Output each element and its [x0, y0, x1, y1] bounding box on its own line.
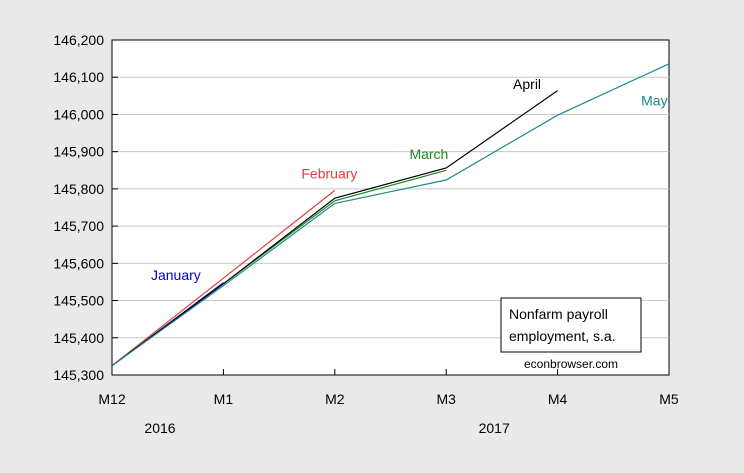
y-tick-label: 145,800 — [53, 181, 104, 197]
series-label-march: March — [409, 146, 448, 162]
x-tick-label: M1 — [214, 391, 234, 407]
y-tick-label: 146,200 — [53, 32, 104, 48]
y-tick-label: 145,300 — [53, 367, 104, 383]
y-tick-label: 146,100 — [53, 69, 104, 85]
x-year-label: 2017 — [479, 420, 510, 436]
y-tick-label: 145,500 — [53, 293, 104, 309]
y-tick-label: 145,600 — [53, 255, 104, 271]
y-tick-label: 146,000 — [53, 106, 104, 122]
y-tick-label: 145,700 — [53, 218, 104, 234]
x-tick-label: M12 — [98, 391, 125, 407]
x-year-label: 2016 — [144, 420, 175, 436]
series-line-february — [111, 189, 336, 367]
series-line-may — [111, 63, 670, 367]
x-tick-label: M4 — [548, 391, 568, 407]
x-tick-label: M5 — [659, 391, 679, 407]
series-label-january: January — [151, 267, 201, 283]
series-label-may: May — [641, 93, 667, 109]
legend-line-1: Nonfarm payroll — [509, 306, 608, 322]
series-label-february: February — [301, 165, 357, 181]
axis-layer: 145,300 145,400 145,500 145,600 145,700 145,8… — [53, 32, 679, 436]
legend-box: Nonfarm payroll employment, s.a. — [500, 297, 642, 353]
footer-note: econbrowser.com — [524, 357, 618, 371]
series-layer: January February March April May — [111, 63, 670, 367]
x-tick-label: M3 — [436, 391, 456, 407]
x-tick-label: M2 — [325, 391, 345, 407]
y-tick-label: 145,900 — [53, 144, 104, 160]
y-tick-label: 145,400 — [53, 330, 104, 346]
series-label-april: April — [513, 76, 541, 92]
legend-line-2: employment, s.a. — [509, 328, 616, 344]
series-line-april — [111, 90, 558, 367]
